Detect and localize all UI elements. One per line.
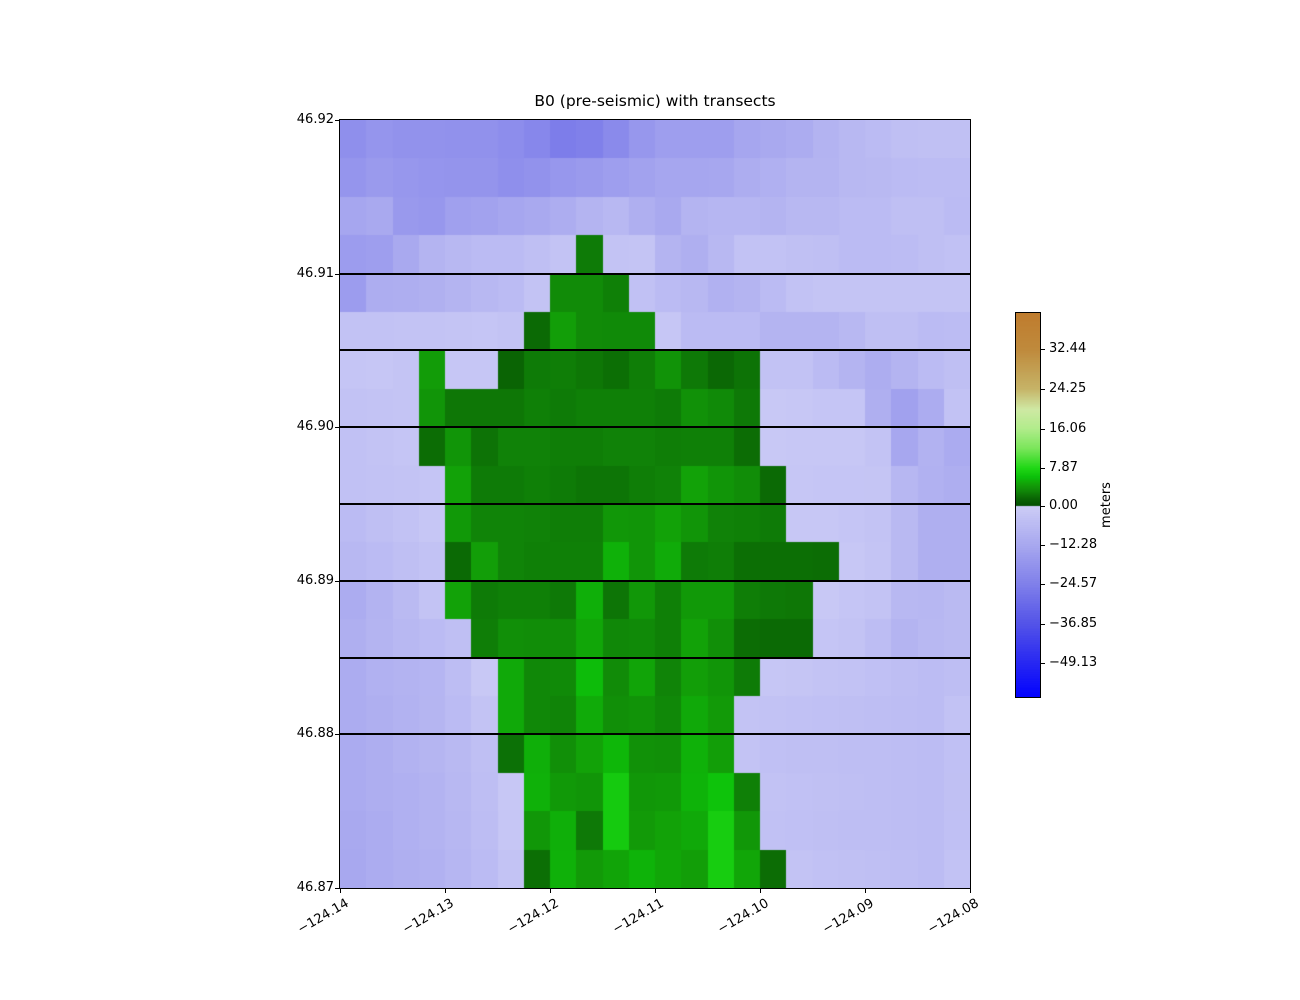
colorbar-tick-mark [1041, 349, 1045, 350]
colorbar-canvas [1016, 313, 1040, 697]
x-tick-mark [550, 889, 551, 893]
transect-line [340, 503, 970, 505]
transect-line [340, 733, 970, 735]
x-tick-mark [865, 889, 866, 893]
colorbar-tick-mark [1041, 663, 1045, 664]
y-tick-mark [335, 581, 339, 582]
x-tick-label: −124.13 [400, 896, 457, 938]
transect-line [340, 273, 970, 275]
y-tick-label: 46.91 [296, 266, 334, 281]
colorbar-tick-mark [1041, 468, 1045, 469]
y-tick-mark [335, 120, 339, 121]
colorbar-label: meters [1099, 482, 1114, 528]
x-tick-mark [970, 889, 971, 893]
colorbar-tick-mark [1041, 545, 1045, 546]
colorbar-tick-mark [1041, 584, 1045, 585]
colorbar-tick-label: 32.44 [1049, 341, 1087, 356]
colorbar-tick-mark [1041, 624, 1045, 625]
y-tick-mark [335, 734, 339, 735]
x-tick-mark [655, 889, 656, 893]
transect-line [340, 580, 970, 582]
y-tick-label: 46.92 [296, 112, 334, 127]
y-tick-label: 46.89 [296, 573, 334, 588]
transect-line [340, 426, 970, 428]
x-tick-label: −124.12 [505, 896, 562, 938]
plot-area [339, 119, 971, 889]
colorbar-tick-label: −49.13 [1049, 655, 1098, 670]
colorbar-tick-label: 7.87 [1049, 460, 1078, 475]
x-tick-label: −124.08 [925, 896, 982, 938]
colorbar-tick-label: −36.85 [1049, 616, 1098, 631]
x-tick-label: −124.09 [820, 896, 877, 938]
y-tick-label: 46.87 [296, 880, 334, 895]
transect-line [340, 349, 970, 351]
x-tick-mark [340, 889, 341, 893]
colorbar-tick-mark [1041, 506, 1045, 507]
colorbar-tick-label: −12.28 [1049, 537, 1098, 552]
x-tick-label: −124.10 [715, 896, 772, 938]
x-tick-label: −124.14 [295, 896, 352, 938]
colorbar-tick-label: 16.06 [1049, 421, 1087, 436]
x-tick-mark [445, 889, 446, 893]
y-tick-label: 46.90 [296, 419, 334, 434]
colorbar-tick-label: 24.25 [1049, 381, 1087, 396]
y-tick-mark [335, 888, 339, 889]
colorbar-tick-label: 0.00 [1049, 498, 1078, 513]
y-tick-mark [335, 427, 339, 428]
y-tick-label: 46.88 [296, 726, 334, 741]
transect-line [340, 657, 970, 659]
colorbar [1015, 312, 1041, 698]
plot-title: B0 (pre-seismic) with transects [534, 92, 776, 110]
colorbar-tick-mark [1041, 429, 1045, 430]
colorbar-tick-label: −24.57 [1049, 576, 1098, 591]
colorbar-tick-mark [1041, 389, 1045, 390]
x-tick-label: −124.11 [610, 896, 667, 938]
x-tick-mark [760, 889, 761, 893]
y-tick-mark [335, 274, 339, 275]
